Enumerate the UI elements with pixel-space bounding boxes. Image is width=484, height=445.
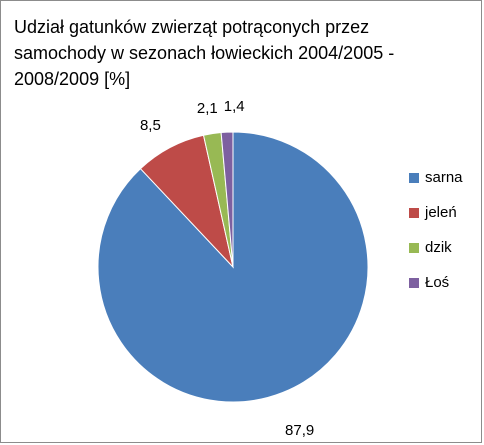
legend-swatch xyxy=(409,173,419,183)
data-label-jeleń: 8,5 xyxy=(140,117,161,134)
pie-slices xyxy=(97,131,369,403)
pie-data-labels: 87,9 8,5 2,1 1,4 xyxy=(140,98,314,439)
legend-label: sarna xyxy=(425,169,463,186)
legend-item-dzik: dzik xyxy=(409,237,484,259)
data-label-łoś: 1,4 xyxy=(224,98,245,115)
chart-legend: sarna jeleń dzik Łoś xyxy=(409,167,484,307)
chart-title: Udział gatunków zwierząt potrąconych prz… xyxy=(14,17,395,89)
data-label-dzik: 2,1 xyxy=(197,100,218,117)
legend-label: Łoś xyxy=(425,274,450,291)
pie-slice-łoś xyxy=(220,131,234,268)
legend-label: jeleń xyxy=(425,204,457,221)
legend-swatch xyxy=(409,208,419,218)
data-label-sarna: 87,9 xyxy=(285,422,314,439)
legend-label: dzik xyxy=(425,239,452,256)
legend-swatch xyxy=(409,278,419,288)
legend-item-jeleń: jeleń xyxy=(409,202,484,224)
legend-swatch xyxy=(409,243,419,253)
legend-item-łoś: Łoś xyxy=(409,272,484,294)
legend-item-sarna: sarna xyxy=(409,167,484,189)
